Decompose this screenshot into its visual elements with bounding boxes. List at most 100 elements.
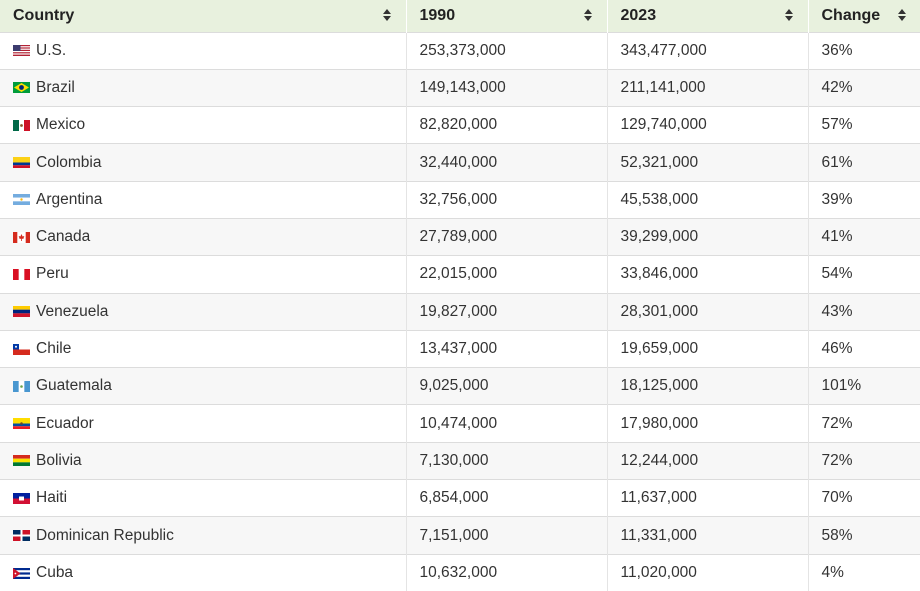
population-1990-cell: 7,130,000 bbox=[405, 442, 607, 480]
table-row: Venezuela 19,827,000 28,301,000 43% bbox=[0, 293, 920, 331]
population-2023-cell: 19,659,000 bbox=[606, 330, 808, 368]
population-1990-cell: 7,151,000 bbox=[405, 516, 607, 555]
population-2023-cell: 33,846,000 bbox=[606, 255, 808, 294]
population-1990-cell: 149,143,000 bbox=[405, 69, 607, 107]
mexico-flag-icon bbox=[13, 119, 30, 131]
change-cell: 39% bbox=[807, 181, 920, 219]
country-name: Canada bbox=[36, 228, 91, 246]
table-row: Dominican Republic 7,151,000 11,331,000 58% bbox=[0, 516, 920, 555]
population-1990-cell: 6,854,000 bbox=[405, 479, 607, 517]
column-header-label: Country bbox=[13, 6, 75, 24]
ecuador-flag-icon bbox=[13, 418, 30, 430]
country-cell: Ecuador bbox=[0, 405, 406, 442]
country-name: Mexico bbox=[36, 116, 86, 134]
column-header-1990[interactable]: 1990 bbox=[405, 0, 607, 32]
country-cell: Canada bbox=[0, 218, 406, 255]
country-cell: Peru bbox=[0, 256, 406, 293]
table-row: Chile 13,437,000 19,659,000 46% bbox=[0, 330, 920, 368]
country-cell: Cuba bbox=[0, 554, 406, 591]
country-cell: Chile bbox=[0, 330, 406, 367]
population-2023-cell: 12,244,000 bbox=[606, 442, 808, 480]
country-name: Cuba bbox=[36, 564, 74, 582]
country-cell: Colombia bbox=[0, 144, 406, 181]
column-header-label: Change bbox=[821, 6, 881, 24]
population-2023-cell: 28,301,000 bbox=[606, 293, 808, 331]
change-cell: 54% bbox=[807, 255, 920, 294]
population-1990-cell: 82,820,000 bbox=[405, 106, 607, 144]
population-2023-cell: 11,020,000 bbox=[606, 554, 808, 591]
chile-flag-icon bbox=[13, 343, 30, 355]
population-2023-cell: 11,331,000 bbox=[606, 516, 808, 555]
population-2023-cell: 39,299,000 bbox=[606, 218, 808, 256]
country-name: Colombia bbox=[36, 153, 102, 171]
country-name: U.S. bbox=[36, 41, 67, 59]
bolivia-flag-icon bbox=[13, 455, 30, 467]
table-body: U.S. 253,373,000 343,477,000 36% Brazil 149,1… bbox=[0, 32, 920, 591]
peru-flag-icon bbox=[13, 268, 30, 280]
population-1990-cell: 253,373,000 bbox=[405, 32, 607, 70]
table-row: Peru 22,015,000 33,846,000 54% bbox=[0, 255, 920, 294]
change-cell: 72% bbox=[807, 442, 920, 480]
guatemala-flag-icon bbox=[13, 380, 30, 392]
table-row: Brazil 149,143,000 211,141,000 42% bbox=[0, 69, 920, 107]
colombia-flag-icon bbox=[13, 157, 30, 169]
country-cell: Venezuela bbox=[0, 293, 406, 330]
population-1990-cell: 32,756,000 bbox=[405, 181, 607, 219]
country-name: Bolivia bbox=[36, 451, 82, 469]
column-header-country[interactable]: Country bbox=[0, 0, 406, 32]
table-row: Argentina 32,756,000 45,538,000 39% bbox=[0, 181, 920, 219]
column-header-change[interactable]: Change bbox=[807, 0, 920, 32]
change-cell: 46% bbox=[807, 330, 920, 368]
country-name: Ecuador bbox=[36, 414, 94, 432]
argentina-flag-icon bbox=[13, 194, 30, 206]
country-cell: Brazil bbox=[0, 69, 406, 106]
country-cell: Argentina bbox=[0, 181, 406, 218]
venezuela-flag-icon bbox=[13, 306, 30, 318]
change-cell: 41% bbox=[807, 218, 920, 256]
population-2023-cell: 129,740,000 bbox=[606, 106, 808, 144]
change-cell: 43% bbox=[807, 293, 920, 331]
country-name: Guatemala bbox=[36, 377, 112, 395]
sort-icon[interactable] bbox=[383, 6, 392, 24]
table-row: Cuba 10,632,000 11,020,000 4% bbox=[0, 554, 920, 591]
country-name: Brazil bbox=[36, 78, 75, 96]
country-cell: U.S. bbox=[0, 32, 406, 69]
change-cell: 57% bbox=[807, 106, 920, 144]
country-name: Dominican Republic bbox=[36, 526, 174, 544]
change-cell: 58% bbox=[807, 516, 920, 555]
sort-icon[interactable] bbox=[785, 6, 794, 24]
cuba-flag-icon bbox=[13, 567, 30, 579]
population-1990-cell: 9,025,000 bbox=[405, 367, 607, 405]
table-row: Ecuador 10,474,000 17,980,000 72% bbox=[0, 404, 920, 443]
country-name: Venezuela bbox=[36, 302, 109, 320]
brazil-flag-icon bbox=[13, 82, 30, 94]
country-name: Chile bbox=[36, 340, 72, 358]
population-1990-cell: 10,632,000 bbox=[405, 554, 607, 591]
population-1990-cell: 10,474,000 bbox=[405, 404, 607, 443]
sort-icon[interactable] bbox=[584, 6, 593, 24]
population-1990-cell: 22,015,000 bbox=[405, 255, 607, 294]
country-cell: Haiti bbox=[0, 480, 406, 517]
change-cell: 42% bbox=[807, 69, 920, 107]
dominican-republic-flag-icon bbox=[13, 530, 30, 541]
table-row: Canada 27,789,000 39,299,000 41% bbox=[0, 218, 920, 256]
population-2023-cell: 211,141,000 bbox=[606, 69, 808, 107]
change-cell: 72% bbox=[807, 404, 920, 443]
population-2023-cell: 45,538,000 bbox=[606, 181, 808, 219]
country-name: Haiti bbox=[36, 489, 68, 507]
table-header: Country 1990 2023 Change bbox=[0, 0, 920, 32]
change-cell: 61% bbox=[807, 143, 920, 182]
table-row: Haiti 6,854,000 11,637,000 70% bbox=[0, 479, 920, 517]
country-cell: Dominican Republic bbox=[0, 517, 406, 554]
sort-icon[interactable] bbox=[897, 6, 906, 24]
table-row: Bolivia 7,130,000 12,244,000 72% bbox=[0, 442, 920, 480]
column-header-label: 2023 bbox=[620, 6, 657, 24]
population-1990-cell: 32,440,000 bbox=[405, 143, 607, 182]
header-row: Country 1990 2023 Change bbox=[0, 0, 920, 32]
population-1990-cell: 27,789,000 bbox=[405, 218, 607, 256]
column-header-2023[interactable]: 2023 bbox=[606, 0, 808, 32]
country-name: Peru bbox=[36, 265, 69, 283]
table-row: U.S. 253,373,000 343,477,000 36% bbox=[0, 32, 920, 70]
change-cell: 101% bbox=[807, 367, 920, 405]
